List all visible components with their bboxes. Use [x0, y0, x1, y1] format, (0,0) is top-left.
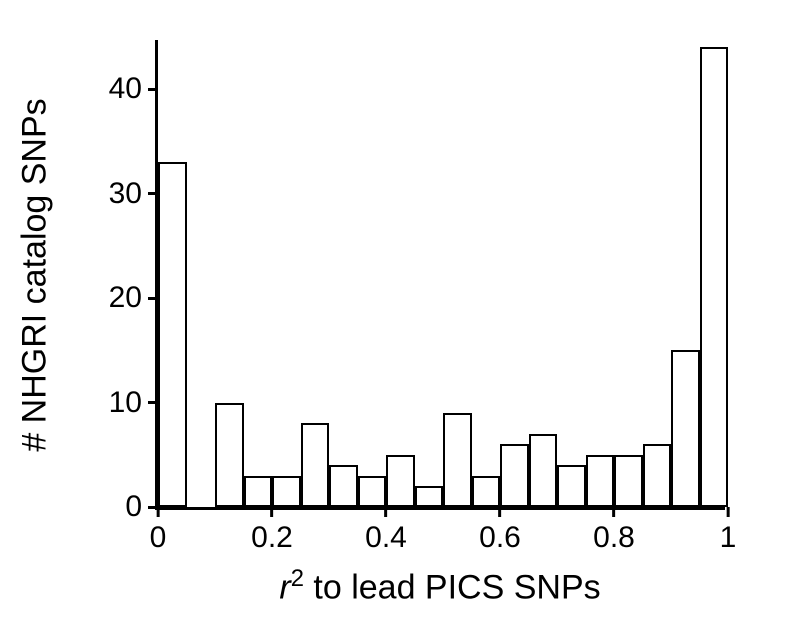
- x-tick: 0: [150, 507, 167, 555]
- histogram-bar: [272, 476, 301, 507]
- histogram-chart: 01020304000.20.40.60.81 # NHGRI catalog …: [0, 0, 800, 642]
- y-tick: 30: [102, 177, 158, 211]
- histogram-bar: [386, 455, 415, 507]
- tick-mark: [148, 401, 158, 404]
- tick-mark: [148, 297, 158, 300]
- y-tick-label: 10: [102, 386, 142, 420]
- x-tick-label: 0.4: [365, 521, 407, 555]
- x-tick: 0.4: [365, 507, 407, 555]
- y-tick: 10: [102, 386, 158, 420]
- histogram-bar: [415, 486, 444, 507]
- histogram-bar: [358, 476, 387, 507]
- tick-mark: [727, 507, 730, 517]
- x-tick: 0.6: [479, 507, 521, 555]
- histogram-bar: [614, 455, 643, 507]
- y-tick-label: 0: [102, 490, 142, 524]
- x-tick-label: 0.2: [251, 521, 293, 555]
- tick-mark: [271, 507, 274, 517]
- histogram-bar: [244, 476, 273, 507]
- histogram-bar: [700, 47, 729, 507]
- histogram-bar: [472, 476, 501, 507]
- x-tick: 0.2: [251, 507, 293, 555]
- x-tick-label: 0.6: [479, 521, 521, 555]
- histogram-bar: [215, 403, 244, 507]
- x-tick-label: 0.8: [593, 521, 635, 555]
- y-tick: 20: [102, 281, 158, 315]
- y-tick: 40: [102, 72, 158, 106]
- tick-mark: [157, 507, 160, 517]
- histogram-bar: [529, 434, 558, 507]
- tick-mark: [613, 507, 616, 517]
- y-tick-label: 30: [102, 177, 142, 211]
- histogram-bar: [443, 413, 472, 507]
- x-tick: 1: [720, 507, 737, 555]
- histogram-bar: [557, 465, 586, 507]
- tick-mark: [148, 88, 158, 91]
- plot-area: 01020304000.20.40.60.81: [155, 40, 725, 510]
- tick-mark: [385, 507, 388, 517]
- x-axis-label: r2 to lead PICS SNPs: [279, 565, 600, 607]
- histogram-bar: [643, 444, 672, 507]
- y-axis-label: # NHGRI catalog SNPs: [16, 98, 55, 451]
- histogram-bar: [158, 162, 187, 507]
- tick-mark: [148, 192, 158, 195]
- y-tick-label: 20: [102, 281, 142, 315]
- histogram-bar: [329, 465, 358, 507]
- histogram-bar: [301, 423, 330, 507]
- histogram-bar: [500, 444, 529, 507]
- x-tick-label: 1: [720, 521, 737, 555]
- x-tick-label: 0: [150, 521, 167, 555]
- x-tick: 0.8: [593, 507, 635, 555]
- tick-mark: [499, 507, 502, 517]
- y-tick-label: 40: [102, 72, 142, 106]
- histogram-bar: [671, 350, 700, 507]
- histogram-bar: [586, 455, 615, 507]
